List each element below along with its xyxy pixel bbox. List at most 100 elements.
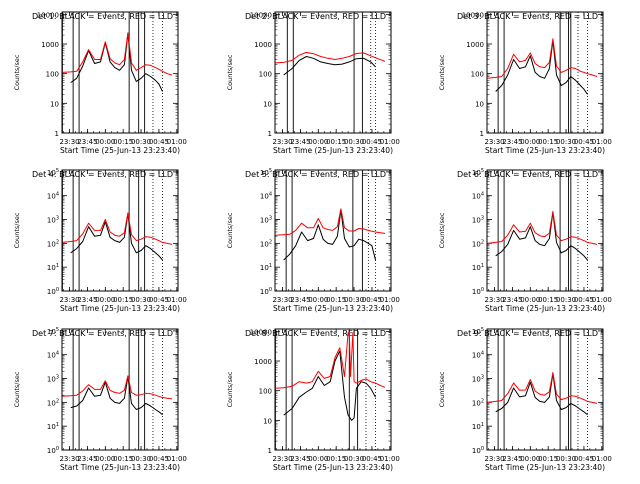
x-tick-label: 00:45 [362, 138, 382, 146]
y-tick-label: 103 [47, 216, 59, 225]
x-tick-label: 00:15 [538, 296, 558, 304]
series-events-line [283, 350, 376, 421]
y-tick-label: 105 [472, 327, 484, 336]
series-group [62, 212, 173, 261]
x-axis-label: Start Time (25-Jun-13 23:23:40) [485, 463, 605, 472]
y-axis-label: Counts/sec [226, 371, 234, 407]
plot-frame [61, 328, 179, 451]
y-tick-label: 1 [268, 130, 272, 138]
series-events-line [283, 56, 376, 76]
detector-panel-8: Det 8: BLACK = Events, RED = LLD Counts/s… [226, 328, 400, 472]
y-axis-label: Counts/sec [226, 54, 234, 90]
y-tick-label: 100 [472, 446, 484, 455]
x-tick-label: 23:45 [502, 455, 522, 463]
y-tick-label: 101 [472, 263, 484, 272]
y-tick-label: 1000 [254, 41, 272, 49]
x-tick-label: 01:00 [380, 455, 400, 463]
x-tick-label: 00:00 [308, 296, 328, 304]
y-tick-label: 1 [268, 447, 272, 455]
y-tick-label: 10 [263, 100, 272, 108]
y-tick-label: 10 [475, 100, 484, 108]
x-tick-label: 00:30 [131, 296, 151, 304]
y-tick-label: 1000 [466, 41, 484, 49]
x-tick-label: 00:45 [149, 455, 169, 463]
x-tick-label: 00:00 [520, 138, 540, 146]
x-tick-label: 00:30 [344, 138, 364, 146]
x-tick-label: 00:30 [344, 296, 364, 304]
y-tick-label: 102 [47, 239, 59, 248]
y-tick-label: 100 [47, 287, 59, 296]
x-tick-label: 00:15 [538, 138, 558, 146]
x-tick-label: 00:45 [149, 296, 169, 304]
series-events-line [495, 211, 588, 261]
x-tick-label: 00:45 [574, 296, 594, 304]
x-tick-label: 00:00 [95, 296, 115, 304]
x-tick-label: 00:15 [326, 455, 346, 463]
detector-panel-4: Det 4: BLACK = Events, RED = LLD Counts/s… [13, 168, 187, 313]
x-tick-label: 00:45 [362, 455, 382, 463]
x-tick-label: 23:30 [484, 138, 504, 146]
series-lld-line [275, 332, 386, 389]
series-events-line [495, 40, 588, 95]
x-tick-label: 23:45 [290, 296, 310, 304]
x-tick-label: 01:00 [592, 455, 612, 463]
y-axis-label: Counts/sec [226, 212, 234, 248]
y-tick-label: 105 [260, 168, 272, 177]
detector-panel-6: Det 6: BLACK = Events, RED = LLD Counts/s… [438, 168, 612, 313]
x-tick-label: 23:45 [502, 138, 522, 146]
series-group [487, 372, 598, 416]
x-tick-label: 23:30 [484, 296, 504, 304]
x-tick-label: 23:30 [484, 455, 504, 463]
x-tick-label: 01:00 [167, 296, 187, 304]
panel-title: Det 5: BLACK = Events, RED = LLD [245, 170, 386, 179]
series-group [275, 208, 386, 261]
x-tick-label: 23:30 [272, 138, 292, 146]
y-axis-label: Counts/sec [438, 54, 446, 90]
y-tick-label: 102 [47, 398, 59, 407]
x-tick-label: 00:00 [308, 138, 328, 146]
x-tick-label: 23:30 [272, 455, 292, 463]
x-tick-label: 00:30 [556, 138, 576, 146]
x-tick-label: 00:00 [520, 296, 540, 304]
y-tick-label: 1000 [254, 358, 272, 366]
x-axis-label: Start Time (25-Jun-13 23:23:40) [60, 304, 180, 313]
series-group [62, 375, 173, 416]
x-axis-label: Start Time (25-Jun-13 23:23:40) [60, 146, 180, 155]
x-tick-label: 00:45 [574, 138, 594, 146]
y-tick-label: 104 [472, 351, 484, 360]
plot-frame [274, 11, 392, 134]
x-axis-label: Start Time (25-Jun-13 23:23:40) [273, 146, 393, 155]
y-tick-label: 103 [472, 216, 484, 225]
series-lld-line [275, 51, 386, 64]
y-tick-label: 105 [47, 327, 59, 336]
y-axis-label: Counts/sec [13, 54, 21, 90]
x-tick-label: 23:45 [290, 138, 310, 146]
detector-panel-1: Det 1: BLACK = Events, RED = LLD Counts/s… [13, 11, 187, 155]
panel-title: Det 7: BLACK = Events, RED = LLD [32, 329, 173, 338]
x-tick-label: 00:30 [556, 455, 576, 463]
x-tick-label: 01:00 [167, 455, 187, 463]
x-tick-label: 23:30 [59, 296, 79, 304]
y-tick-label: 100 [47, 446, 59, 455]
x-tick-label: 01:00 [380, 296, 400, 304]
series-lld-line [62, 32, 173, 76]
y-tick-label: 102 [472, 239, 484, 248]
y-tick-label: 101 [472, 422, 484, 431]
x-tick-label: 23:45 [502, 296, 522, 304]
x-axis-label: Start Time (25-Jun-13 23:23:40) [273, 304, 393, 313]
series-group [487, 38, 598, 95]
x-tick-label: 01:00 [167, 138, 187, 146]
x-tick-label: 00:15 [326, 138, 346, 146]
panel-title: Det 8: BLACK = Events, RED = LLD [245, 329, 386, 338]
detector-panel-2: Det 2: BLACK = Events, RED = LLD Counts/s… [226, 11, 400, 155]
y-tick-label: 104 [260, 192, 272, 201]
panel-title: Det 9: BLACK = Events, RED = LLD [457, 329, 598, 338]
x-tick-label: 23:45 [290, 455, 310, 463]
panel-title: Det 3: BLACK = Events, RED = LLD [457, 12, 598, 21]
series-group [275, 332, 386, 421]
x-tick-label: 00:30 [131, 138, 151, 146]
detector-panel-9: Det 9: BLACK = Events, RED = LLD Counts/s… [438, 327, 612, 472]
plot-frame [486, 328, 604, 451]
y-tick-label: 10000 [250, 328, 272, 336]
